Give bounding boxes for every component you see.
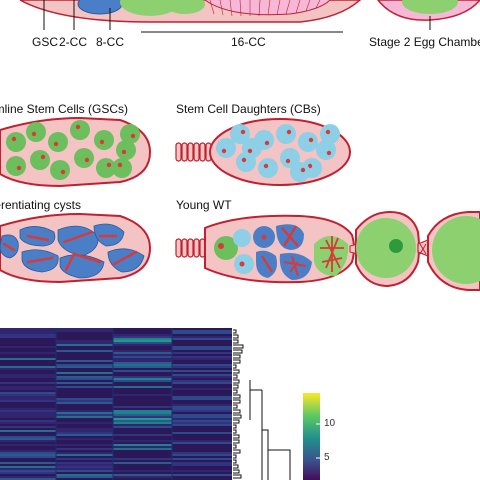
cb-cell xyxy=(290,162,310,182)
germarium-diff xyxy=(0,212,152,284)
panel-title-cb: Stem Cell Daughters (CBs) xyxy=(176,102,321,116)
gsc-cell xyxy=(116,140,136,160)
ovariole-wt xyxy=(175,210,480,291)
gsc-cell xyxy=(6,156,26,176)
cb-cell xyxy=(298,132,318,152)
germarium-cb xyxy=(175,118,351,186)
colorbar-label-5: 5 xyxy=(324,452,330,463)
gsc-cell xyxy=(120,124,140,144)
gsc-cell xyxy=(74,148,94,168)
label-gsc: GSC xyxy=(32,35,59,49)
cb-cell xyxy=(276,124,296,144)
gsc-cell xyxy=(70,120,90,140)
cyst xyxy=(19,226,56,247)
cb-cell xyxy=(242,138,262,158)
cb-cell xyxy=(216,138,236,158)
cb-cell xyxy=(258,158,278,178)
label-8cc: 8-CC xyxy=(96,35,125,49)
colorbar-label-10: 10 xyxy=(324,418,336,429)
panel-title-diff: Differentiating cysts xyxy=(0,198,81,212)
gsc-cell xyxy=(48,132,68,152)
label-stage2: Stage 2 Egg Chamber xyxy=(369,35,480,49)
gsc-cell xyxy=(112,158,132,178)
cb-cell xyxy=(230,124,250,144)
label-16cc: 16-CC xyxy=(231,35,266,49)
gsc-cell xyxy=(6,132,26,152)
colorbar xyxy=(303,393,320,480)
cyst xyxy=(107,248,145,273)
cb-cell xyxy=(280,148,300,168)
gsc-cell xyxy=(96,158,116,178)
panel-title-wt: Young WT xyxy=(176,198,232,212)
panel-title-gsc: Germline Stem Cells (GSCs) xyxy=(0,102,128,116)
label-2cc: 2-CC xyxy=(59,35,88,49)
gsc-cell xyxy=(50,160,70,180)
cb-cell xyxy=(316,140,336,160)
gsc-cell xyxy=(30,150,50,170)
gsc-cell xyxy=(94,130,114,150)
germarium-gsc xyxy=(0,116,152,188)
dendrogram xyxy=(233,329,291,480)
heatmap xyxy=(0,328,232,480)
top-germarium-strip xyxy=(19,0,480,33)
cb-cell xyxy=(320,124,340,144)
gsc-cell xyxy=(26,122,46,142)
